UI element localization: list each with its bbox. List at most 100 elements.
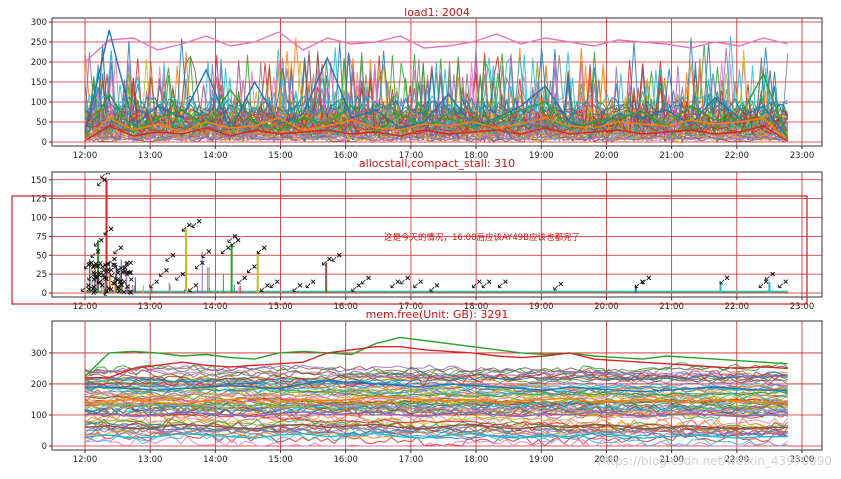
chart-title: allocstall,compact_stall: 310 (359, 157, 515, 170)
stall-arrow (634, 283, 640, 289)
stall-arrow (237, 279, 242, 285)
y-tick-label: 300 (31, 349, 47, 359)
stall-marker (297, 283, 303, 288)
series-line-filler (84, 401, 788, 413)
stall-marker (116, 285, 121, 290)
annotation-box (11, 195, 808, 305)
series-line-4 (84, 395, 788, 405)
stall-marker (199, 260, 205, 266)
stall-arrow (429, 287, 435, 292)
stall-arrow (361, 279, 366, 285)
y-tick-label: 150 (31, 176, 47, 186)
stall-marker (434, 283, 440, 288)
stall-marker (476, 279, 482, 285)
x-tick-label: 14:00 (203, 151, 228, 161)
series-line-filler (84, 431, 788, 447)
y-tick-label: 0 (42, 442, 47, 452)
stall-marker (106, 286, 112, 291)
stall-arrow (113, 249, 119, 255)
stall-arrow (90, 253, 96, 258)
stall-arrow (260, 287, 265, 292)
series-line-filler (84, 393, 788, 410)
stall-marker (127, 270, 133, 276)
x-tick-label: 12:00 (73, 151, 98, 161)
x-tick-label: 12:00 (73, 455, 98, 465)
stall-marker (164, 268, 169, 273)
y-tick-label: 75 (36, 232, 47, 242)
y-tick-label: 0 (42, 138, 47, 148)
stall-marker (356, 283, 362, 288)
series-line-filler (84, 47, 789, 125)
series-line-filler (84, 412, 788, 431)
x-tick-label: 15:00 (268, 302, 293, 312)
x-tick-label: 15:00 (268, 455, 293, 465)
stall-arrow (230, 241, 236, 247)
stall-marker (558, 281, 564, 287)
stall-marker (91, 263, 96, 268)
stall-marker (124, 271, 130, 277)
series-line-2 (85, 346, 788, 379)
x-tick-label: 20:00 (594, 302, 619, 312)
stall-marker (112, 281, 117, 286)
series-line-filler (84, 378, 788, 389)
stall-arrow (175, 275, 181, 281)
stall-arrow (390, 283, 396, 289)
x-tick-label: 22:00 (725, 302, 750, 312)
stall-marker (242, 275, 248, 281)
series-line-1 (84, 336, 788, 377)
stall-marker (100, 264, 105, 270)
y-tick-label: 300 (31, 18, 47, 28)
x-tick-label: 23:00 (790, 455, 815, 465)
y-tick-label: 150 (31, 78, 47, 88)
plot-area (84, 336, 789, 447)
x-tick-label: 21:00 (659, 151, 684, 161)
stall-marker (206, 249, 212, 254)
x-tick-label: 17:00 (399, 455, 424, 465)
stall-marker (85, 283, 91, 288)
stall-arrow (97, 181, 102, 187)
plot-area (84, 29, 789, 144)
x-tick-label: 18:00 (464, 302, 489, 312)
y-tick-label: 50 (36, 251, 47, 261)
series-line-1 (84, 31, 788, 63)
x-tick-label: 14:00 (203, 302, 228, 312)
stall-marker (91, 277, 97, 282)
stall-marker (104, 276, 109, 282)
x-tick-label: 14:00 (203, 455, 228, 465)
plot-area (80, 173, 789, 296)
x-tick-label: 18:00 (464, 151, 489, 161)
stall-marker (232, 234, 238, 239)
stall-marker (115, 270, 121, 276)
stall-arrow (758, 283, 764, 289)
stall-marker (770, 271, 776, 277)
series-line-filler (84, 54, 789, 125)
stall-marker (196, 218, 202, 224)
stall-arrow (269, 283, 275, 289)
stall-arrow (149, 283, 154, 289)
stall-marker (783, 279, 789, 285)
series-line-filler (84, 426, 788, 438)
stall-marker (186, 222, 192, 228)
x-tick-label: 12:00 (73, 302, 98, 312)
stall-marker (113, 276, 118, 282)
stall-arrow (80, 287, 86, 292)
stall-marker (105, 173, 111, 175)
x-tick-label: 22:00 (725, 455, 750, 465)
stall-arrow (719, 279, 725, 285)
stall-marker (128, 277, 134, 282)
y-tick-label: 250 (31, 38, 47, 48)
stall-arrow (247, 268, 252, 273)
stall-arrow (165, 256, 171, 262)
x-tick-label: 16:00 (333, 455, 358, 465)
chart-panel-1: load1: 2004 12:00 13:00 14:00 15:00 16:00 17:0… (31, 6, 823, 161)
plot-frame (51, 171, 823, 298)
stall-marker (405, 275, 411, 281)
series-line-filler (84, 364, 788, 378)
stall-arrow (87, 275, 93, 281)
chart-title: load1: 2004 (404, 6, 470, 19)
x-tick-label: 17:00 (399, 151, 424, 161)
x-tick-label: 19:00 (529, 151, 554, 161)
stall-marker (193, 283, 199, 288)
x-tick-label: 20:00 (594, 455, 619, 465)
stall-marker (111, 256, 117, 262)
